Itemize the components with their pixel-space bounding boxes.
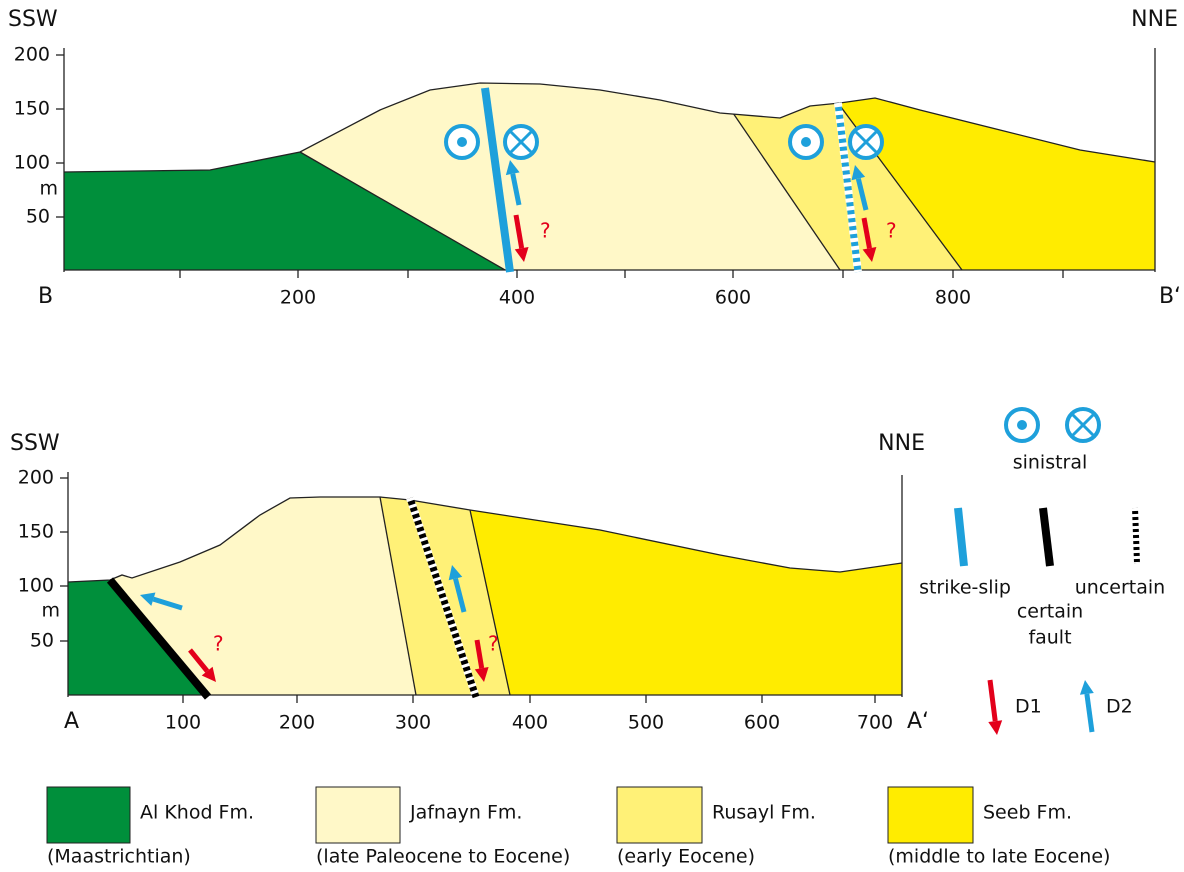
direction-label: SSW — [10, 431, 60, 456]
y-unit: m — [39, 178, 58, 200]
certain-symbol — [1043, 508, 1050, 566]
x-tick-label: 200 — [280, 287, 316, 309]
section-b — [40, 40, 1160, 280]
formation-age: (late Paleocene to Eocene) — [316, 846, 570, 868]
y-tick-label: 100 — [14, 152, 50, 174]
query-mark: ? — [886, 219, 897, 243]
section-end: A — [64, 709, 79, 734]
x-tick-label: 100 — [165, 712, 201, 734]
y-tick-label: 100 — [18, 575, 54, 597]
slip-arrow — [1087, 694, 1092, 732]
legend-label: strike-slip — [919, 577, 1011, 599]
cross-section-figure: SSW NNE B B‘ m ? ? SSW NNE A A‘ m ? ? si… — [0, 0, 1184, 872]
x-tick-label: 400 — [499, 287, 535, 309]
x-tick-label: 200 — [279, 712, 315, 734]
section-end: A‘ — [907, 709, 929, 734]
y-tick-label: 200 — [18, 467, 54, 489]
formation-name: Al Khod Fm. — [140, 802, 254, 824]
legend-label: certain — [1017, 601, 1083, 623]
formation-age: (Maastrichtian) — [47, 846, 191, 868]
x-tick-label: 500 — [628, 712, 664, 734]
direction-label: SSW — [8, 7, 58, 32]
rusayl-swatch — [617, 787, 702, 843]
y-tick-label: 50 — [26, 206, 50, 228]
formation-name: Seeb Fm. — [983, 802, 1072, 824]
query-mark: ? — [488, 632, 499, 656]
section-a — [40, 470, 910, 700]
legend-label: sinistral — [1013, 452, 1088, 474]
x-tick-label: 600 — [715, 287, 751, 309]
query-mark: ? — [540, 219, 551, 243]
slip-arrow-head — [988, 720, 1002, 735]
out-of-page-dot — [1017, 420, 1027, 430]
y-tick-label: 150 — [18, 521, 54, 543]
x-tick-label: 300 — [395, 712, 431, 734]
x-tick-label: 600 — [744, 712, 780, 734]
legend-label: D2 — [1106, 696, 1133, 718]
section-end: B — [38, 284, 53, 309]
alkhod-swatch — [47, 787, 130, 843]
direction-label: NNE — [878, 431, 925, 456]
x-tick-label: 800 — [935, 287, 971, 309]
query-mark: ? — [213, 632, 224, 656]
legend-label: uncertain — [1075, 577, 1165, 599]
direction-label: NNE — [1131, 7, 1178, 32]
out-of-page-dot — [801, 137, 811, 147]
legend-label: fault — [1028, 627, 1071, 649]
strike-slip-symbol — [958, 508, 964, 566]
legend-label: D1 — [1015, 696, 1042, 718]
formation-age: (middle to late Eocene) — [888, 846, 1110, 868]
slip-arrow-head — [1080, 680, 1094, 695]
slip-arrow — [990, 680, 995, 721]
y-tick-label: 200 — [14, 44, 50, 66]
section-end: B‘ — [1159, 284, 1181, 309]
jafnayn-swatch — [316, 787, 400, 843]
x-tick-label: 400 — [512, 712, 548, 734]
seeb-swatch — [888, 787, 973, 843]
y-tick-label: 50 — [30, 630, 54, 652]
formation-name: Rusayl Fm. — [712, 802, 816, 824]
y-tick-label: 150 — [14, 98, 50, 120]
y-unit: m — [41, 600, 60, 622]
formation-name: Jafnayn Fm. — [409, 802, 522, 824]
formation-age: (early Eocene) — [617, 846, 755, 868]
out-of-page-dot — [457, 137, 467, 147]
x-tick-label: 700 — [857, 712, 893, 734]
